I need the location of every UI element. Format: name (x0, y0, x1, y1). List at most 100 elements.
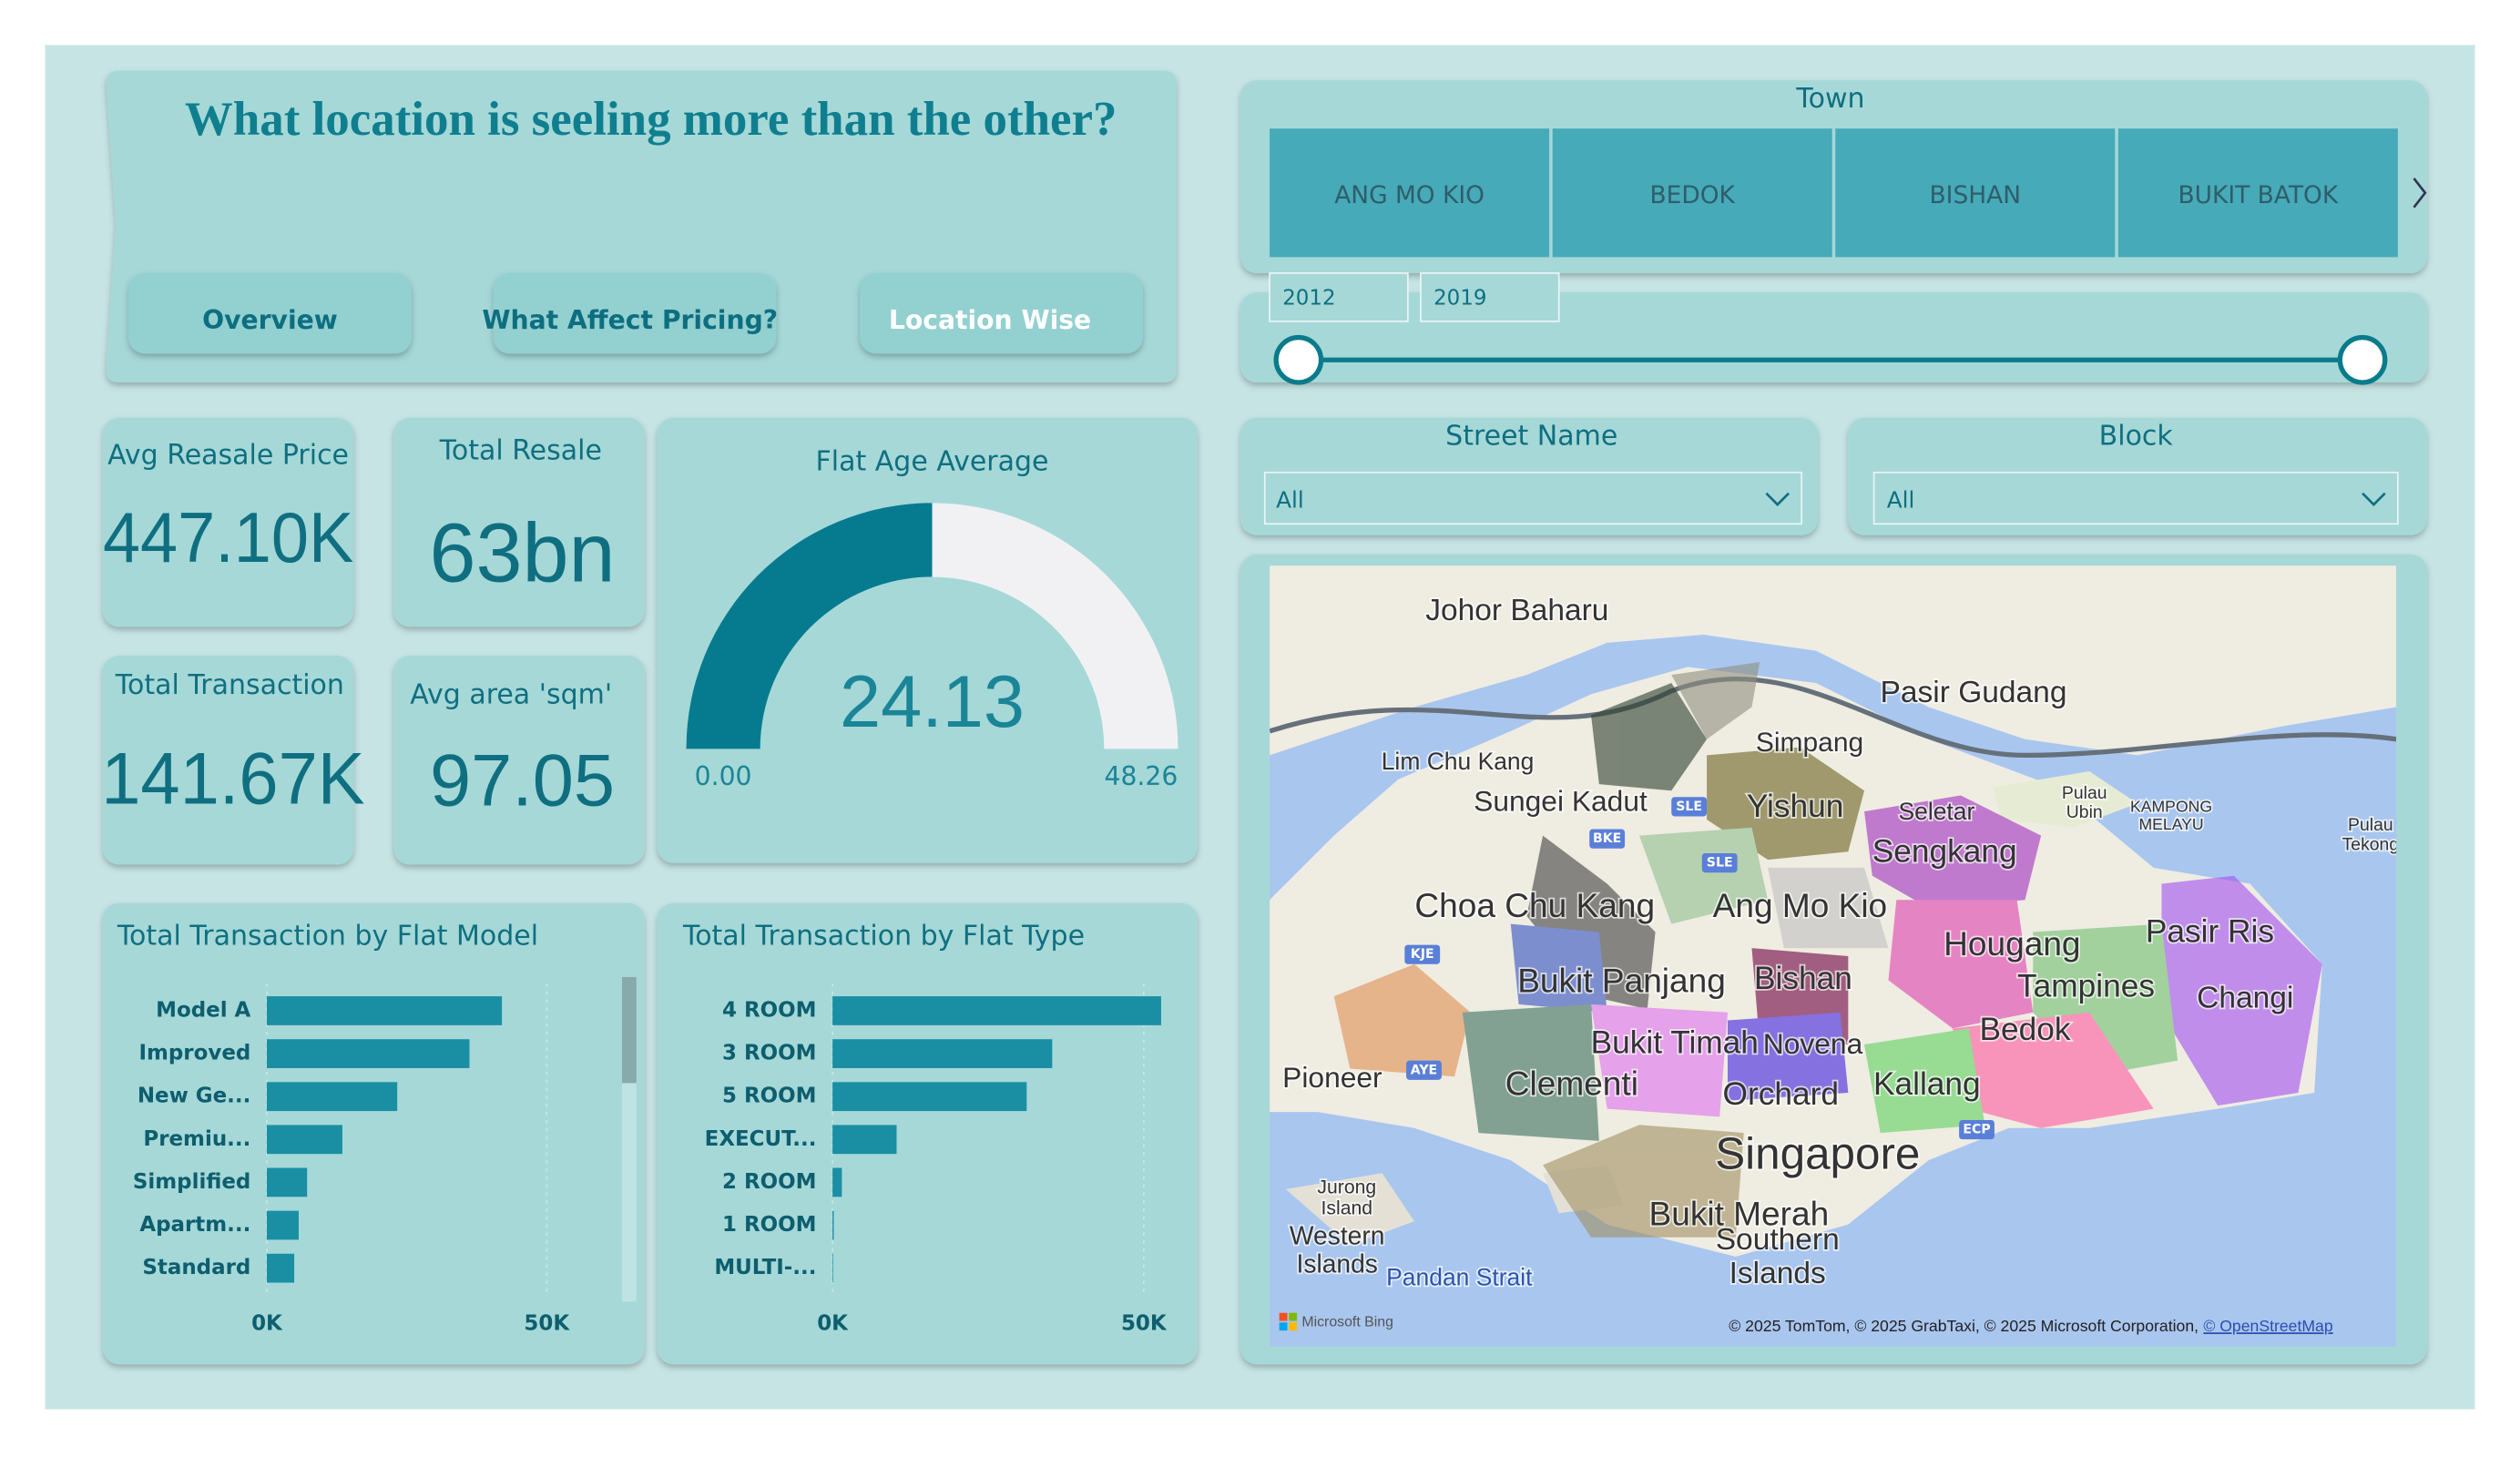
map-place-label: Jurong (1317, 1177, 1376, 1197)
bar (832, 1125, 897, 1155)
map-place-label: Bukit Merah (1649, 1195, 1830, 1233)
bar (266, 1210, 299, 1240)
y-tick-label: Standard (142, 1256, 250, 1279)
nav-button[interactable] (128, 272, 412, 354)
scrollbar-thumb[interactable] (621, 976, 637, 1084)
gauge-value (686, 503, 933, 749)
dropdown-arrow[interactable] (2362, 492, 2386, 506)
bar (266, 1039, 470, 1068)
town-button-label[interactable]: BEDOK (1649, 181, 1735, 209)
island (1993, 771, 2137, 828)
slider-handle[interactable] (2337, 334, 2388, 385)
map-place-label: Islands (1729, 1257, 1826, 1290)
road-shield-label: AYE (1411, 1063, 1437, 1077)
next-arrow[interactable] (2413, 178, 2427, 209)
map-place-label: Singapore (1715, 1129, 1920, 1179)
logo-square (1279, 1312, 1288, 1321)
map-place-label: Changi (2197, 981, 2293, 1014)
map-place-label: Lim Chu Kang (1382, 748, 1535, 775)
page-title: What location is seeling more than the o… (185, 93, 1117, 146)
nav-button[interactable] (493, 272, 777, 354)
x-tick-label: 50K (1121, 1312, 1168, 1336)
map-place-label: Hougang (1944, 924, 2080, 963)
gauge-card (657, 417, 1198, 863)
kpi-card (393, 655, 645, 865)
kpi-label: Total Transaction (115, 669, 344, 701)
town-button[interactable] (1552, 128, 1832, 258)
road-shield-label: BKE (1593, 831, 1621, 846)
map[interactable]: Johor Baharu Pasir Gudang Simpang Lim Chu K… (1270, 565, 2399, 1347)
dropdown[interactable] (1872, 471, 2399, 525)
chart-title: Flat Age Average (816, 446, 1049, 478)
year-input[interactable] (1420, 272, 1560, 322)
chart-card (102, 902, 645, 1365)
nav-button[interactable] (860, 272, 1143, 354)
dropdown-value[interactable]: All (1887, 487, 1915, 514)
year-input[interactable] (1269, 272, 1409, 322)
chart-title: Total Transaction by Flat Type (682, 920, 1085, 952)
map-place-label: Sengkang (1872, 833, 2017, 869)
bar (266, 1125, 342, 1155)
year-start[interactable]: 2012 (1282, 287, 1335, 311)
town-button[interactable] (1270, 128, 1550, 258)
town-button[interactable] (1835, 128, 2116, 258)
y-tick-label: 5 ROOM (722, 1085, 816, 1108)
map-place-label: Tekong (2342, 834, 2400, 854)
x-tick-label: 50K (524, 1312, 570, 1336)
road-shield (1406, 1060, 1442, 1080)
year-slider (1240, 292, 2427, 382)
y-tick-label: MULTI-... (714, 1256, 816, 1279)
map-place-label: Kallang (1873, 1066, 1981, 1102)
town-button-label[interactable]: BUKIT BATOK (2178, 181, 2338, 209)
strait (1270, 676, 2397, 759)
logo-square (1279, 1322, 1288, 1331)
map-place-label: Pasir Ris (2146, 914, 2274, 950)
town-button[interactable] (2117, 128, 2398, 258)
map-place-label: Choa Chu Kang (1414, 886, 1655, 924)
map-place-label: Bishan (1754, 961, 1852, 996)
nav-button-label[interactable]: What Affect Pricing? (482, 305, 778, 335)
map-place-label: Western (1290, 1221, 1385, 1250)
town-areas (1333, 662, 2322, 1238)
slider-handle[interactable] (1273, 334, 1324, 385)
kpi-label: Avg Reasale Price (107, 440, 349, 472)
bar (266, 996, 503, 1025)
bar (832, 1210, 834, 1240)
y-tick-label: 4 ROOM (722, 998, 816, 1022)
road-shield (1671, 797, 1708, 817)
road-shield-label: SLE (1676, 800, 1702, 814)
road-shield (1404, 944, 1441, 964)
chart-title: Total Transaction by Flat Model (117, 920, 538, 952)
year-end[interactable]: 2019 (1433, 287, 1486, 311)
kpi-value: 141.67K (101, 739, 364, 820)
y-tick-label: New Ge... (138, 1085, 250, 1108)
kpi-label: Total Resale (439, 434, 602, 466)
road-shield-label: KJE (1411, 947, 1434, 962)
map-place-label: KAMPONG (2130, 797, 2212, 815)
dropdown-value[interactable]: All (1276, 487, 1304, 514)
osm-link[interactable]: © OpenStreetMap (2203, 1317, 2333, 1335)
logo-square (1289, 1312, 1298, 1321)
nav-button-label[interactable]: Overview (202, 305, 338, 335)
map-attribution: © 2025 TomTom, © 2025 GrabTaxi, © 2025 M… (1729, 1317, 2199, 1335)
dropdown[interactable] (1263, 471, 1803, 525)
y-tick-label: 2 ROOM (722, 1170, 816, 1194)
kpi-value: 97.05 (430, 739, 615, 821)
nav-button-label[interactable]: Location Wise (889, 305, 1091, 335)
road-shield (1701, 853, 1738, 873)
town-button-label[interactable]: ANG MO KIO (1334, 181, 1484, 209)
map-place-label: Pulau (2062, 783, 2107, 803)
map-place-label: Pasir Gudang (1881, 676, 2067, 709)
kpi-card (102, 417, 354, 627)
kpi-card (393, 417, 645, 627)
bar (266, 1082, 398, 1112)
dropdown-arrow[interactable] (1765, 492, 1791, 506)
gauge-tick-label: 0.00 (695, 761, 752, 791)
map-place-label: Orchard (1723, 1076, 1839, 1112)
bar (832, 1167, 842, 1197)
map-place-label: Pandan Strait (1386, 1264, 1533, 1291)
logo-square (1289, 1322, 1298, 1331)
map-place-label: Ubin (2066, 802, 2103, 822)
town-button-label[interactable]: BISHAN (1929, 181, 2021, 209)
